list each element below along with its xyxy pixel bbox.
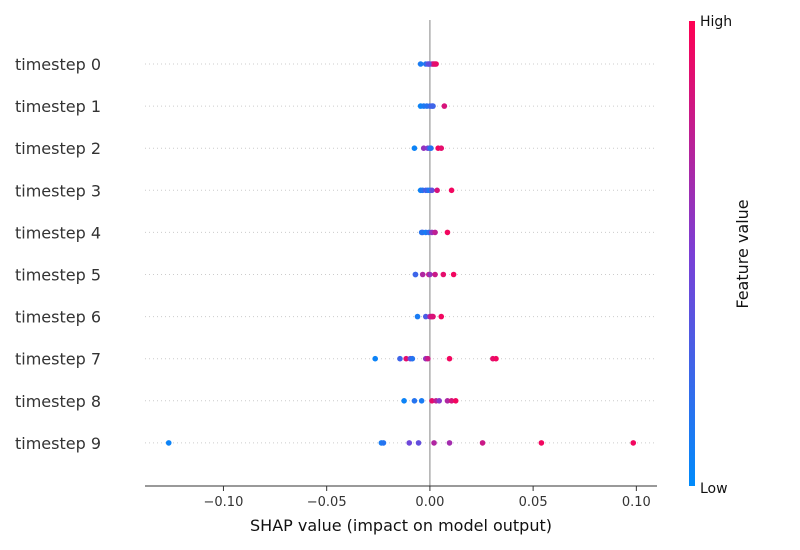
feature-label-6: timestep 6	[15, 308, 101, 327]
shap-point-6-5	[429, 313, 435, 320]
shap-point-9-4	[415, 440, 422, 446]
shap-point-7-1	[397, 355, 403, 362]
shap-point-9-6	[446, 440, 453, 446]
shap-point-8-5	[436, 398, 442, 404]
shap-point-3-7	[448, 187, 455, 194]
feature-label-8: timestep 8	[15, 392, 101, 411]
x-tick-label-2: 0.00	[415, 495, 444, 510]
shap-point-5-5	[432, 271, 438, 278]
shap-point-4-1	[418, 229, 425, 236]
shap-point-2-4	[428, 145, 434, 151]
shap-point-1-6	[441, 103, 448, 109]
shap-point-9-2	[380, 440, 387, 446]
shap-point-5-7	[450, 271, 457, 278]
feature-label-4: timestep 4	[15, 223, 101, 242]
shap-point-9-3	[406, 440, 413, 446]
shap-point-8-0	[401, 398, 407, 404]
shap-point-7-7	[446, 355, 453, 362]
shap-point-5-2	[419, 271, 426, 278]
feature-label-3: timestep 3	[15, 181, 101, 200]
shap-points	[165, 61, 637, 446]
shap-point-7-6	[425, 355, 431, 362]
shap-point-3-5	[429, 187, 435, 194]
shap-point-7-9	[493, 355, 499, 362]
colorbar-low-label: Low	[700, 481, 728, 497]
x-tick-label-3: 0.05	[519, 495, 548, 510]
shap-point-2-1	[420, 145, 427, 151]
feature-label-9: timestep 9	[15, 434, 101, 453]
feature-label-5: timestep 5	[15, 266, 101, 285]
feature-label-1: timestep 1	[15, 97, 101, 116]
shap-point-7-2	[403, 355, 409, 362]
shap-point-9-8	[538, 440, 545, 446]
colorbar-title: Feature value	[733, 199, 752, 308]
shap-point-2-6	[438, 145, 445, 151]
feature-label-0: timestep 0	[15, 55, 101, 74]
feature-label-7: timestep 7	[15, 350, 101, 369]
shap-point-5-6	[440, 271, 447, 278]
shap-point-2-0	[411, 145, 418, 151]
shap-point-9-9	[630, 440, 637, 446]
shap-point-4-5	[432, 229, 438, 236]
x-tick-label-4: 0.10	[622, 495, 651, 510]
shap-point-7-0	[372, 355, 378, 362]
shap-point-5-4	[427, 271, 433, 278]
shap-point-3-6	[434, 187, 440, 194]
shap-point-9-0	[165, 440, 172, 446]
row-guide-lines	[145, 63, 657, 444]
shap-point-7-4	[409, 355, 416, 362]
shap-point-8-7	[448, 398, 455, 404]
shap-point-0-8	[432, 61, 438, 67]
colorbar: High Low Feature value	[689, 14, 752, 497]
shap-point-8-3	[429, 398, 435, 404]
shap-point-8-2	[418, 398, 425, 404]
shap-point-6-1	[422, 313, 429, 320]
x-tick-label-0: −0.10	[204, 495, 244, 510]
x-axis-title: SHAP value (impact on model output)	[250, 516, 552, 535]
shap-point-9-7	[479, 440, 486, 446]
shap-point-0-9	[426, 61, 432, 67]
feature-label-2: timestep 2	[15, 139, 101, 158]
colorbar-gradient	[689, 21, 695, 486]
shap-point-5-1	[412, 271, 419, 278]
shap-point-4-6	[444, 229, 451, 236]
shap-point-0-0	[417, 61, 424, 67]
shap-point-8-1	[411, 398, 418, 404]
shap-point-9-5	[431, 440, 437, 446]
shap-point-1-5	[430, 103, 436, 109]
feature-labels: timestep 0 timestep 1 timestep 2 timestep 3…	[15, 55, 101, 453]
shap-point-8-8	[452, 398, 459, 404]
shap-point-8-6	[444, 398, 451, 404]
x-tick-label-1: −0.05	[307, 495, 347, 510]
colorbar-high-label: High	[700, 14, 732, 30]
x-axis-ticks: −0.10 −0.05 0.00 0.05 0.10	[204, 486, 651, 510]
shap-point-6-0	[414, 313, 421, 320]
shap-point-6-6	[438, 313, 445, 320]
